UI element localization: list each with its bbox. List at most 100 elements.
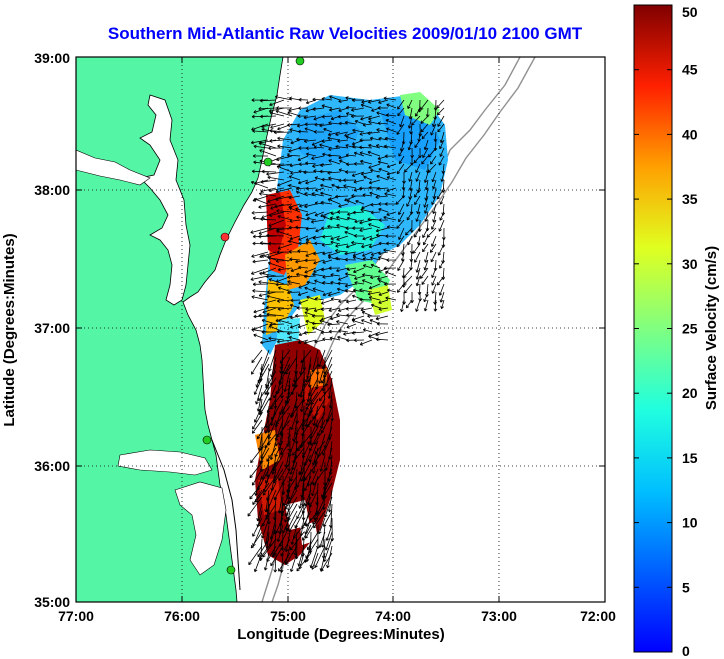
velocity-arrow xyxy=(439,147,445,157)
velocity-arrow xyxy=(352,128,365,133)
velocity-arrow xyxy=(330,240,341,245)
velocity-arrow xyxy=(351,171,365,177)
velocity-arrow xyxy=(430,235,437,247)
velocity-arrow xyxy=(370,256,381,261)
x-tick-label: 75:00 xyxy=(270,608,306,624)
velocity-arrow xyxy=(266,447,277,462)
velocity-arrow xyxy=(297,114,309,118)
velocity-arrow xyxy=(250,531,263,549)
velocity-arrow xyxy=(432,179,437,190)
velocity-arrow xyxy=(266,294,285,301)
velocity-arrow xyxy=(258,280,277,285)
velocity-arrow xyxy=(416,203,421,215)
velocity-arrow xyxy=(289,257,301,262)
velocity-arrow xyxy=(386,171,397,176)
velocity-arrow xyxy=(275,282,293,287)
velocity-arrow xyxy=(335,313,349,317)
velocity-arrow xyxy=(288,107,301,112)
velocity-arrow xyxy=(322,234,333,239)
velocity-arrow xyxy=(439,139,445,150)
velocity-arrow xyxy=(299,391,305,413)
velocity-arrow xyxy=(336,320,349,325)
velocity-arrow xyxy=(337,281,349,286)
velocity-arrow xyxy=(267,261,285,269)
velocity-arrow xyxy=(431,283,437,294)
velocity-arrow xyxy=(305,240,317,245)
velocity-arrow xyxy=(428,147,437,158)
velocity-arrow xyxy=(360,307,373,312)
velocity-arrow xyxy=(413,155,421,164)
velocity-arrow xyxy=(415,163,421,174)
velocity-arrow xyxy=(311,139,325,146)
velocity-arrow xyxy=(322,275,333,279)
colorbar-ticks: 0 5 10 15 20 25 30 35 40 45 50 xyxy=(634,4,698,659)
velocity-arrow xyxy=(266,489,277,513)
velocity-arrow xyxy=(288,249,301,254)
velocity-arrow xyxy=(378,279,389,285)
velocity-arrow xyxy=(440,299,445,310)
velocity-arrow xyxy=(370,303,381,309)
velocity-arrow xyxy=(303,274,317,279)
velocity-arrow xyxy=(330,273,341,277)
velocity-arrow xyxy=(274,203,293,209)
velocity-arrow xyxy=(362,328,373,333)
velocity-arrow xyxy=(377,106,389,110)
velocity-arrow xyxy=(375,337,389,342)
velocity-arrow xyxy=(436,99,445,109)
velocity-arrow xyxy=(423,139,429,151)
velocity-arrow xyxy=(322,482,333,499)
velocity-arrow xyxy=(440,171,445,182)
velocity-arrow xyxy=(431,171,437,183)
velocity-arrow xyxy=(270,398,284,421)
velocity-arrow xyxy=(295,207,309,213)
velocity-arrow xyxy=(437,123,445,133)
velocity-arrow xyxy=(322,215,333,221)
velocity-arrow xyxy=(297,545,305,567)
velocity-arrow xyxy=(415,211,421,222)
velocity-arrow xyxy=(338,329,349,333)
velocity-arrow xyxy=(289,163,301,168)
velocity-arrow xyxy=(431,267,437,279)
velocity-arrow xyxy=(370,275,381,280)
velocity-arrow xyxy=(277,144,293,149)
velocity-arrow xyxy=(252,154,269,158)
velocity-arrow xyxy=(304,286,317,293)
velocity-arrow xyxy=(266,171,285,176)
velocity-arrow xyxy=(346,105,357,110)
velocity-arrow xyxy=(301,496,312,514)
velocity-arrow xyxy=(344,288,357,293)
velocity-arrow xyxy=(351,319,365,325)
radar-site-marker xyxy=(295,57,305,66)
velocity-arrow xyxy=(383,215,397,221)
velocity-arrow xyxy=(377,121,389,126)
velocity-arrow xyxy=(288,433,298,457)
velocity-arrow xyxy=(423,299,429,312)
velocity-arrow xyxy=(327,255,341,261)
velocity-arrow xyxy=(303,139,317,143)
velocity-arrow xyxy=(304,517,319,539)
velocity-arrow xyxy=(256,419,270,440)
velocity-arrow xyxy=(344,257,357,262)
velocity-arrow xyxy=(312,272,325,277)
velocity-arrow xyxy=(378,251,389,256)
velocity-arrow xyxy=(368,179,381,185)
velocity-arrow xyxy=(354,281,365,285)
velocity-arrow xyxy=(345,243,357,249)
velocity-arrow xyxy=(259,545,270,560)
velocity-arrow xyxy=(436,187,445,200)
velocity-arrow xyxy=(289,552,298,573)
velocity-arrow xyxy=(370,210,381,215)
velocity-arrow xyxy=(306,295,317,301)
velocity-arrow xyxy=(329,336,341,341)
velocity-arrow xyxy=(281,356,291,375)
velocity-arrow xyxy=(386,225,397,229)
velocity-arrow xyxy=(258,227,277,235)
velocity-arrow xyxy=(367,291,381,296)
velocity-arrow xyxy=(362,193,373,197)
velocity-arrow xyxy=(250,227,269,234)
velocity-arrow xyxy=(383,144,397,149)
velocity-arrow xyxy=(303,339,317,345)
velocity-arrow xyxy=(385,296,397,301)
velocity-arrow xyxy=(345,135,357,141)
velocity-arrow xyxy=(352,288,365,293)
